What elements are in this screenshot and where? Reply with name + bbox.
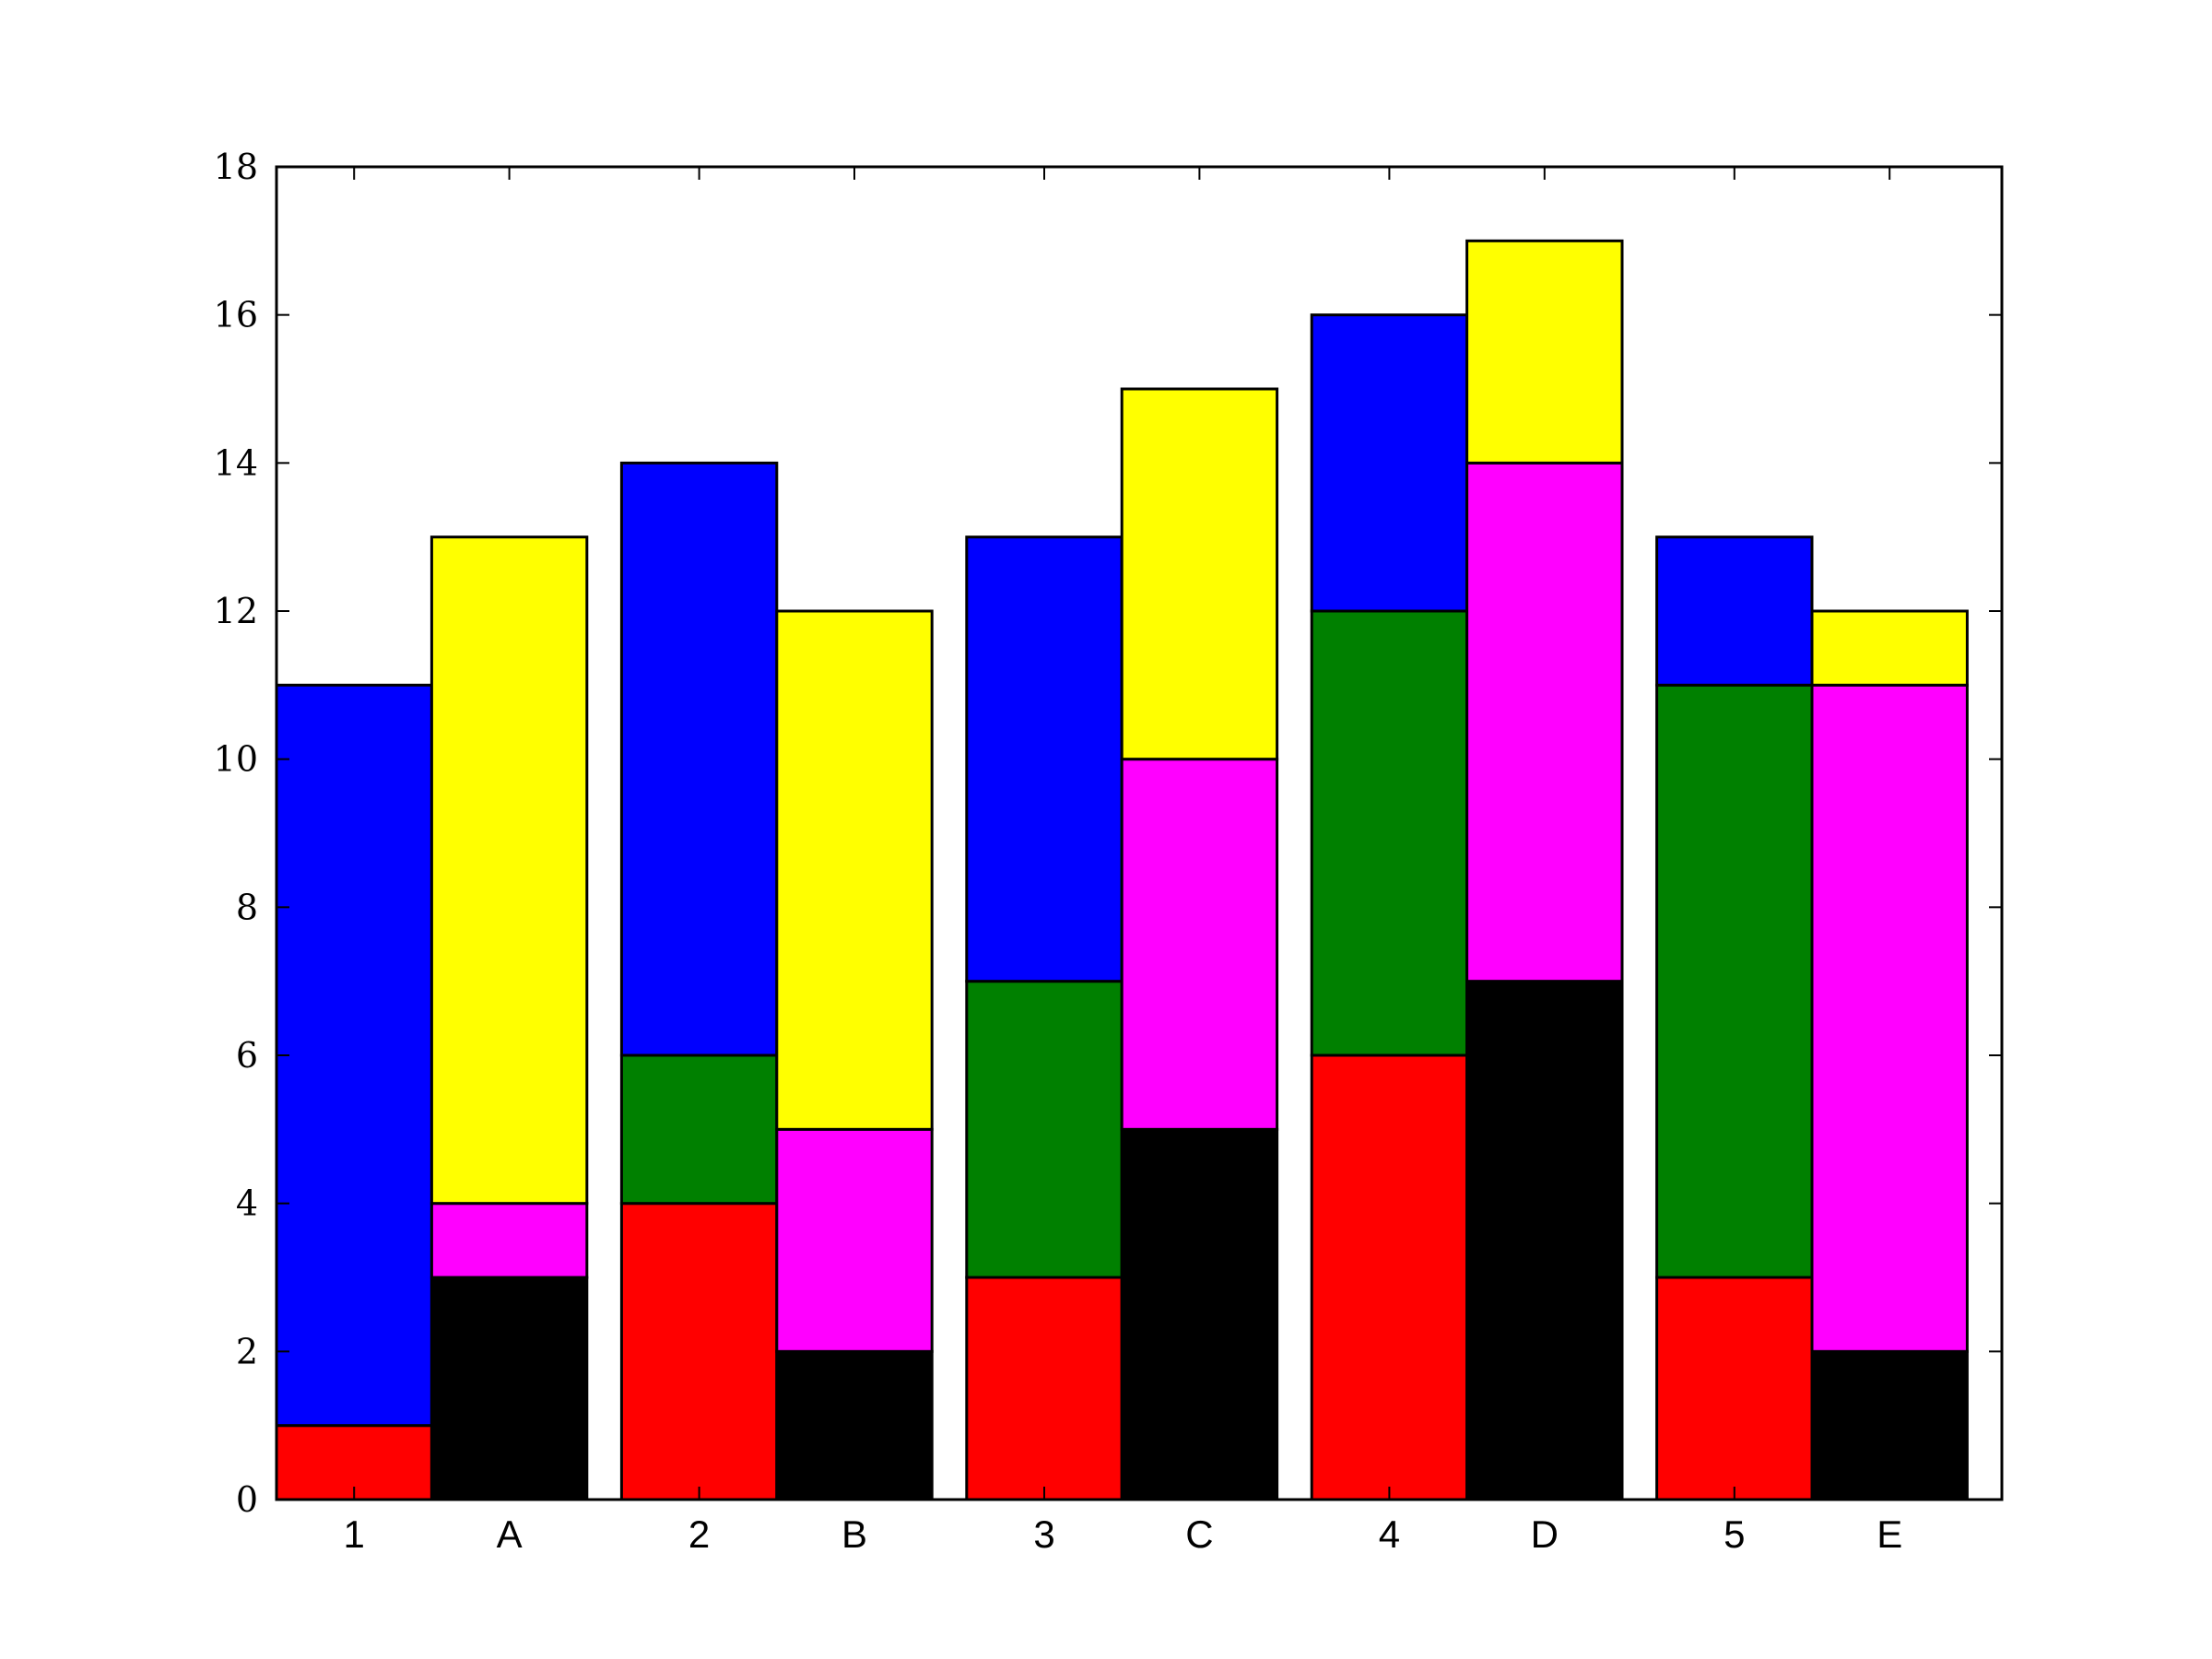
y-tick-label: 10 <box>214 739 258 780</box>
numeric-bar-2-segment-1 <box>619 1202 779 1501</box>
y-tick-label: 16 <box>214 295 258 335</box>
letter-bar-A-segment-2 <box>429 1202 589 1279</box>
numeric-bar-3-segment-2 <box>965 980 1124 1279</box>
bars-layer <box>275 239 1969 1501</box>
y-tick-label: 4 <box>236 1183 258 1224</box>
letter-bar-D-segment-3 <box>1465 239 1624 465</box>
letter-bar-B-segment-3 <box>775 609 934 1131</box>
numeric-bar-3-segment-3 <box>965 535 1124 983</box>
y-tick-label: 8 <box>236 887 258 927</box>
x-tick-label-numeric: 2 <box>688 1512 710 1556</box>
y-tick-label: 12 <box>214 591 258 631</box>
numeric-bar-5-segment-2 <box>1655 683 1814 1279</box>
x-tick-label-numeric: 5 <box>1724 1512 1745 1556</box>
x-tick-label-numeric: 1 <box>344 1512 365 1556</box>
y-tick-label: 6 <box>236 1035 258 1076</box>
letter-bar-D-segment-2 <box>1465 461 1624 983</box>
letter-bar-C-segment-1 <box>1120 1127 1279 1501</box>
x-tick-label-numeric: 3 <box>1033 1512 1054 1556</box>
letter-bar-E-segment-3 <box>1810 609 1969 687</box>
letter-bar-E-segment-2 <box>1810 683 1969 1353</box>
letter-bar-C-segment-3 <box>1120 387 1279 761</box>
letter-bar-B-segment-1 <box>775 1349 934 1501</box>
letter-bar-A-segment-1 <box>429 1276 589 1501</box>
numeric-bar-2-segment-3 <box>619 461 779 1057</box>
numeric-bar-3-segment-1 <box>965 1276 1124 1501</box>
letter-bar-D-segment-1 <box>1465 980 1624 1501</box>
numeric-bar-4-segment-1 <box>1310 1053 1469 1501</box>
letter-bar-B-segment-2 <box>775 1127 934 1353</box>
y-tick-label: 14 <box>214 442 258 483</box>
numeric-bar-1-segment-3 <box>275 683 433 1428</box>
numeric-bar-4-segment-3 <box>1310 313 1469 613</box>
x-tick-label-letter: C <box>1185 1512 1213 1556</box>
y-tick-label: 2 <box>236 1331 258 1371</box>
numeric-bar-4-segment-2 <box>1310 609 1469 1057</box>
numeric-bar-5-segment-3 <box>1655 535 1814 687</box>
plot-frame <box>275 165 2004 1501</box>
letter-bar-E-segment-1 <box>1810 1349 1969 1501</box>
x-tick-label-letter: D <box>1531 1512 1559 1556</box>
x-tick-label-numeric: 4 <box>1379 1512 1400 1556</box>
x-tick-label-letter: B <box>841 1512 867 1556</box>
axes-layer <box>275 165 2004 1501</box>
x-tick-label-letter: E <box>1877 1512 1902 1556</box>
letter-bar-C-segment-2 <box>1120 758 1279 1131</box>
y-tick-label: 0 <box>236 1479 258 1520</box>
letter-bar-A-segment-3 <box>429 535 589 1206</box>
numeric-bar-2-segment-2 <box>619 1053 779 1206</box>
numeric-bar-5-segment-1 <box>1655 1276 1814 1501</box>
y-tick-label: 18 <box>214 147 258 187</box>
x-tick-label-letter: A <box>497 1512 523 1556</box>
